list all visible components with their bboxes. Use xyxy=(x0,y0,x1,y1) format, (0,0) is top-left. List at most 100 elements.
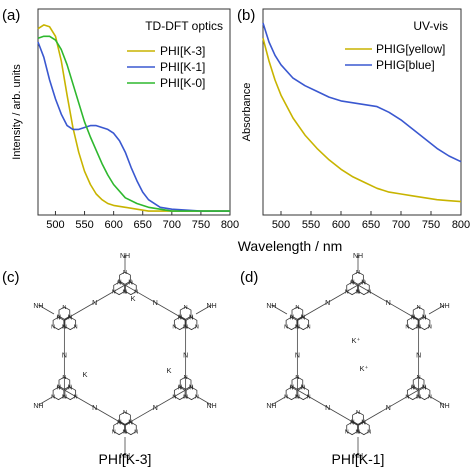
series-line-phig-blue xyxy=(262,22,462,163)
triazine-ring xyxy=(406,386,419,401)
ring-nitrogen-label: N xyxy=(416,325,420,331)
ring-nitrogen-label: N xyxy=(195,325,199,331)
amine-label: NH xyxy=(33,303,43,310)
panel-d-letter: (d) xyxy=(240,269,258,286)
panel-a-title: TD-DFT optics xyxy=(145,19,223,33)
triazine-ring xyxy=(358,421,370,436)
ring-nitrogen-label: N xyxy=(122,290,126,296)
ring-nitrogen-label: N xyxy=(289,385,293,391)
ring-nitrogen-label: N xyxy=(405,325,409,331)
bridge-nitrogen: N xyxy=(183,353,188,360)
ring-nitrogen-label: N xyxy=(117,280,121,286)
ring-nitrogen-label: N xyxy=(63,325,67,331)
panel-a-x-tick-label: 700 xyxy=(163,219,181,231)
ring-nitrogen-label: N xyxy=(129,420,133,426)
ring-nitrogen-label: N xyxy=(296,395,300,401)
ring-nitrogen-label: N xyxy=(417,395,421,401)
panel-a-frame xyxy=(37,8,231,216)
ring-nitrogen-label: N xyxy=(56,315,60,321)
ring-nitrogen-label: N xyxy=(62,305,66,311)
panel-a: (a) Intensity / arb. units 500 550 600 650 7… xyxy=(2,7,239,231)
ring-nitrogen-label: N xyxy=(134,290,138,296)
bridge-nitrogen: N xyxy=(62,353,67,360)
ring-nitrogen-label: N xyxy=(183,395,187,401)
ring-nitrogen-label: N xyxy=(350,280,354,286)
panel-a-x-tick-label: 550 xyxy=(75,219,93,231)
potassium-ion: K xyxy=(130,294,135,303)
triazine-ring xyxy=(406,316,419,331)
triazine-ring xyxy=(58,306,71,320)
triazine-ring xyxy=(346,281,358,296)
triazine-ring xyxy=(52,316,65,331)
ring-nitrogen-label: N xyxy=(68,315,72,321)
panel-b-frame xyxy=(262,8,462,216)
bridge-bond xyxy=(64,284,126,321)
ring-nitrogen-label: N xyxy=(51,395,55,401)
panel-b-ylabel: Absorbance xyxy=(241,83,253,142)
panel-a-letter: (a) xyxy=(2,7,20,24)
panel-b-x-tick-label: 550 xyxy=(302,219,320,231)
panel-b-curves xyxy=(262,22,462,203)
ring-nitrogen-label: N xyxy=(178,315,182,321)
ring-nitrogen-label: N xyxy=(355,430,359,436)
ring-nitrogen-label: N xyxy=(183,325,187,331)
ring-nitrogen-label: N xyxy=(295,395,299,401)
panel-c: (c) NNNNNNNNNNNNNNNNHNNNNNNNNNNHNNNNNNNN… xyxy=(2,253,217,467)
triazine-ring xyxy=(119,411,131,425)
ring-nitrogen-label: N xyxy=(123,270,127,276)
ring-nitrogen-label: N xyxy=(62,395,66,401)
legend-label-phig-blue: PHIG[blue] xyxy=(376,58,435,72)
panel-d: (d) NNNNNNNNNNNNNNNNHNNNNNNNNNNHNNNNNNNN… xyxy=(240,253,450,467)
panel-a-ylabel: Intensity / arb. units xyxy=(11,64,23,160)
triazine-ring xyxy=(125,421,137,436)
ring-nitrogen-label: N xyxy=(416,395,420,401)
ring-nitrogen-label: N xyxy=(307,325,311,331)
series-line-phi-k-1 xyxy=(37,41,230,212)
triazine-ring xyxy=(285,386,298,401)
ring-nitrogen-label: N xyxy=(184,305,188,311)
triazine-ring xyxy=(285,316,298,331)
ring-nitrogen-label: N xyxy=(356,270,360,276)
bridge-bond xyxy=(357,389,419,426)
ring-nitrogen-label: N xyxy=(417,375,421,381)
triazine-ring xyxy=(119,271,131,285)
panel-b-x-tick-label: 800 xyxy=(452,219,470,231)
potassium-ion: K⁺ xyxy=(360,364,369,373)
ring-nitrogen-label: N xyxy=(68,385,72,391)
ring-nitrogen-label: N xyxy=(124,430,128,436)
potassium-ion: K xyxy=(82,370,87,379)
triazine-ring xyxy=(412,376,425,390)
bridge-nitrogen: N xyxy=(325,405,330,412)
ring-nitrogen-label: N xyxy=(423,315,427,321)
triazine-ring xyxy=(64,316,77,331)
series-line-phig-yellow xyxy=(262,37,462,203)
panel-b-x-tick-label: 700 xyxy=(392,219,410,231)
panel-c-letter: (c) xyxy=(2,269,20,286)
ring-nitrogen-label: N xyxy=(367,290,371,296)
ring-nitrogen-label: N xyxy=(362,420,366,426)
panel-b-x-tick-label: 750 xyxy=(422,219,440,231)
panel-b-x-tick-label: 650 xyxy=(362,219,380,231)
amine-label: NH xyxy=(266,403,276,410)
ring-nitrogen-label: N xyxy=(74,395,78,401)
ring-nitrogen-label: N xyxy=(307,395,311,401)
legend-label-phi-k0: PHI[K-0] xyxy=(160,76,205,90)
ring-nitrogen-label: N xyxy=(357,430,361,436)
triazine-ring xyxy=(173,316,186,331)
bridge-nitrogen: N xyxy=(386,300,391,307)
amine-bond xyxy=(428,304,445,315)
amine-label: NH xyxy=(207,403,217,410)
bridge-bond xyxy=(124,284,186,321)
amine-label: NH xyxy=(266,303,276,310)
triazine-ring xyxy=(113,421,125,436)
amine-bond xyxy=(38,395,55,406)
ring-nitrogen-label: N xyxy=(301,315,305,321)
ring-nitrogen-label: N xyxy=(56,385,60,391)
amine-label: NH xyxy=(207,303,217,310)
amine-label: NH xyxy=(120,453,130,460)
ring-nitrogen-label: N xyxy=(74,325,78,331)
ring-nitrogen-label: N xyxy=(62,375,66,381)
ring-nitrogen-label: N xyxy=(362,280,366,286)
triazine-ring xyxy=(412,306,425,320)
ring-nitrogen-label: N xyxy=(195,395,199,401)
